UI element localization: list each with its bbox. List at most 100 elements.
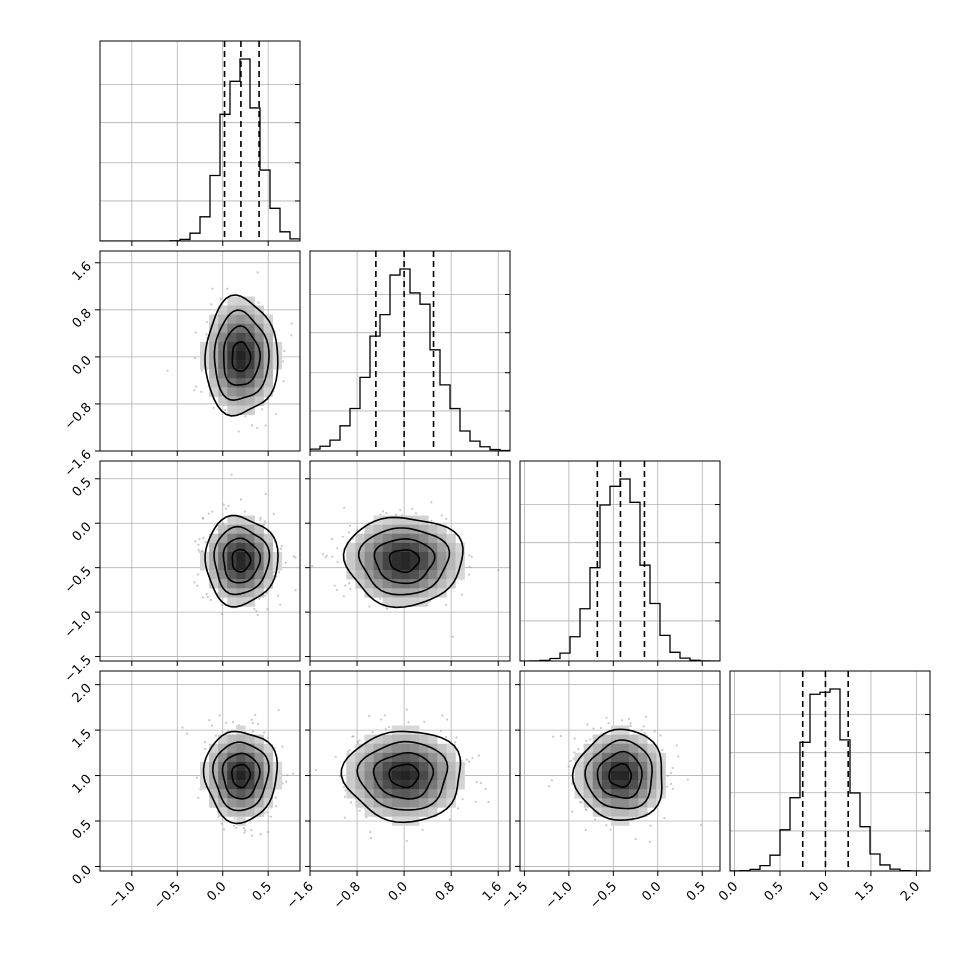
- sample-point: [250, 828, 253, 832]
- density-cell: [263, 570, 274, 580]
- density-cell: [245, 323, 255, 334]
- sample-point: [439, 729, 443, 732]
- sample-point: [445, 517, 448, 520]
- density-cell: [647, 752, 657, 763]
- density-cell: [245, 807, 255, 817]
- sample-point: [205, 333, 208, 336]
- density-cell: [629, 761, 639, 772]
- contour-1: [222, 325, 262, 386]
- sample-point: [266, 736, 269, 739]
- sample-point: [193, 581, 196, 584]
- density-cell: [410, 533, 420, 544]
- density-cell: [236, 515, 246, 525]
- density-cell: [236, 296, 246, 306]
- sample-point: [341, 535, 344, 538]
- density-cell: [355, 771, 365, 781]
- sample-point: [356, 741, 360, 745]
- density-cell: [218, 798, 228, 808]
- sample-point: [205, 593, 208, 596]
- density-cell: [391, 551, 402, 562]
- contour-2: [213, 525, 271, 596]
- density-cell: [218, 588, 228, 598]
- density: [548, 715, 703, 843]
- sample-point: [197, 548, 200, 552]
- density-cell: [245, 305, 255, 315]
- ytick-label-1-3: 0.8: [70, 306, 95, 331]
- sample-point: [487, 800, 490, 804]
- density-cell: [245, 579, 255, 589]
- density-cell: [373, 807, 384, 817]
- density-cell: [373, 524, 384, 535]
- density-cell: [227, 588, 237, 598]
- density-cell: [391, 579, 402, 589]
- sample-point: [201, 596, 204, 599]
- density-cell: [620, 816, 630, 826]
- sample-point: [250, 834, 253, 837]
- density-cell: [400, 561, 411, 571]
- density-cell: [236, 771, 246, 781]
- ytick-label-3-3: 1.5: [70, 726, 95, 751]
- density-cell: [437, 533, 447, 544]
- sample-point: [448, 818, 451, 821]
- density-cell: [245, 798, 255, 808]
- sample-point: [468, 554, 471, 557]
- sample-point: [609, 828, 612, 831]
- sample-point: [281, 360, 285, 363]
- density-cell: [410, 798, 420, 808]
- density-cell: [227, 296, 237, 306]
- density-cell: [245, 761, 255, 772]
- density-cell: [428, 789, 438, 799]
- density-cell: [382, 798, 393, 808]
- density-cell: [218, 369, 228, 379]
- density-cell: [263, 378, 274, 388]
- density-cell: [236, 323, 246, 334]
- density-cell: [236, 561, 246, 571]
- density-cell: [236, 807, 246, 817]
- density-cell: [583, 752, 594, 763]
- density-cell: [446, 551, 456, 562]
- sample-point: [343, 506, 346, 509]
- sample-point: [206, 595, 209, 599]
- sample-point: [194, 540, 197, 543]
- sample-point: [257, 301, 260, 304]
- density-cell: [245, 396, 255, 406]
- density-cell: [236, 789, 246, 799]
- density-cell: [227, 533, 237, 544]
- sample-point: [255, 609, 258, 613]
- density-cell: [227, 798, 237, 808]
- density-cell: [583, 771, 594, 781]
- contour-0: [388, 763, 420, 789]
- density-cell: [629, 780, 639, 790]
- density-cell: [218, 378, 228, 388]
- sample-point: [699, 823, 703, 827]
- density-cell: [446, 570, 456, 580]
- density-cell: [245, 734, 255, 745]
- density-cell: [227, 332, 237, 343]
- density-cell: [236, 752, 246, 763]
- sample-point: [202, 536, 205, 539]
- density-cell: [601, 752, 612, 763]
- density-cell: [355, 752, 365, 763]
- density-cell: [218, 570, 228, 580]
- density-cell: [227, 542, 237, 553]
- sample-point: [216, 528, 219, 531]
- density-cell: [419, 515, 429, 525]
- sample-point: [585, 739, 588, 743]
- sample-point: [250, 718, 253, 721]
- sample-point: [460, 593, 463, 596]
- sample-point: [274, 796, 277, 799]
- density-cell: [364, 807, 374, 817]
- grid: [100, 41, 300, 241]
- panel-frame: [99, 670, 301, 872]
- density-cell: [218, 780, 228, 790]
- sample-point: [200, 390, 203, 393]
- sample-point: [421, 828, 424, 832]
- density-cell: [382, 743, 393, 754]
- sample-point: [358, 739, 361, 742]
- density-cell: [428, 807, 438, 817]
- density-cell: [382, 761, 393, 772]
- sample-point: [430, 501, 433, 504]
- density-cell: [263, 789, 274, 799]
- sample-point: [592, 727, 595, 730]
- sample-point: [414, 512, 417, 515]
